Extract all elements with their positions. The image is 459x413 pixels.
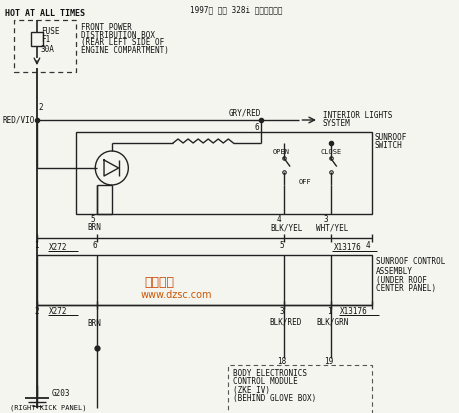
Text: CENTER PANEL): CENTER PANEL) (375, 285, 436, 294)
Bar (228, 365, 371, 413)
Text: SYSTEM: SYSTEM (322, 119, 350, 128)
Text: 18: 18 (276, 358, 285, 366)
Text: F1: F1 (41, 36, 50, 45)
Text: 2: 2 (34, 308, 39, 316)
Text: BRN: BRN (87, 318, 101, 328)
Text: SUNROOF CONTROL: SUNROOF CONTROL (375, 257, 445, 266)
Text: ENGINE COMPARTMENT): ENGINE COMPARTMENT) (80, 47, 168, 55)
Text: 1: 1 (326, 308, 330, 316)
Text: (ZKE IV): (ZKE IV) (233, 385, 270, 394)
Text: G203: G203 (51, 389, 70, 397)
Text: OPEN: OPEN (272, 149, 289, 155)
Bar (31, 32, 43, 46)
Text: 30A: 30A (41, 45, 55, 54)
Text: 1: 1 (34, 240, 39, 249)
Text: CLOSE: CLOSE (320, 149, 341, 155)
Text: X13176: X13176 (340, 308, 367, 316)
Text: X13176: X13176 (333, 244, 360, 252)
Text: 5: 5 (90, 216, 95, 225)
Text: ASSEMBLY: ASSEMBLY (375, 266, 412, 275)
Text: (UNDER ROOF: (UNDER ROOF (375, 275, 426, 285)
Text: (BEHIND GLOVE BOX): (BEHIND GLOVE BOX) (233, 394, 316, 403)
Text: X272: X272 (49, 308, 67, 316)
Text: 4: 4 (276, 216, 281, 225)
Text: OFF: OFF (298, 179, 311, 185)
Text: BLK/GRN: BLK/GRN (315, 318, 347, 327)
Text: SUNROOF: SUNROOF (374, 133, 406, 142)
Bar (14, 20, 76, 72)
Text: CONTROL MODULE: CONTROL MODULE (233, 377, 297, 387)
Text: SWITCH: SWITCH (374, 140, 401, 150)
Text: 6: 6 (92, 240, 97, 249)
Text: 5: 5 (279, 240, 283, 249)
Text: BODY ELECTRONICS: BODY ELECTRONICS (233, 368, 307, 377)
Text: 1997年 宝马 328i 天窗板电路图: 1997年 宝马 328i 天窗板电路图 (189, 5, 281, 14)
Text: BRN: BRN (87, 223, 101, 233)
Text: GRY/RED: GRY/RED (228, 109, 260, 118)
Text: INTERIOR LIGHTS: INTERIOR LIGHTS (322, 111, 391, 119)
Text: FUSE: FUSE (41, 26, 59, 36)
Text: 3: 3 (279, 308, 283, 316)
Text: HOT AT ALL TIMES: HOT AT ALL TIMES (5, 9, 84, 19)
Text: 4: 4 (365, 240, 369, 249)
Text: RED/VIO: RED/VIO (3, 116, 35, 124)
Text: 6: 6 (254, 123, 259, 131)
Text: 维库一卡: 维库一卡 (144, 275, 174, 289)
Text: 2: 2 (39, 104, 44, 112)
Text: (REAR LEFT SIDE OF: (REAR LEFT SIDE OF (80, 38, 163, 47)
Text: BLK/YEL: BLK/YEL (270, 223, 302, 233)
Text: FRONT POWER: FRONT POWER (80, 22, 131, 31)
Text: 19: 19 (323, 358, 332, 366)
Bar (37, 255, 371, 305)
Text: www.dzsc.com: www.dzsc.com (140, 290, 212, 300)
Text: X272: X272 (49, 244, 67, 252)
Text: BLK/RED: BLK/RED (269, 318, 301, 327)
Text: WHT/YEL: WHT/YEL (315, 223, 347, 233)
Text: (RIGHT KICK PANEL): (RIGHT KICK PANEL) (10, 405, 86, 411)
Text: DISTRIBUTION BOX: DISTRIBUTION BOX (80, 31, 154, 40)
Text: 3: 3 (323, 216, 328, 225)
Bar (76, 132, 371, 214)
